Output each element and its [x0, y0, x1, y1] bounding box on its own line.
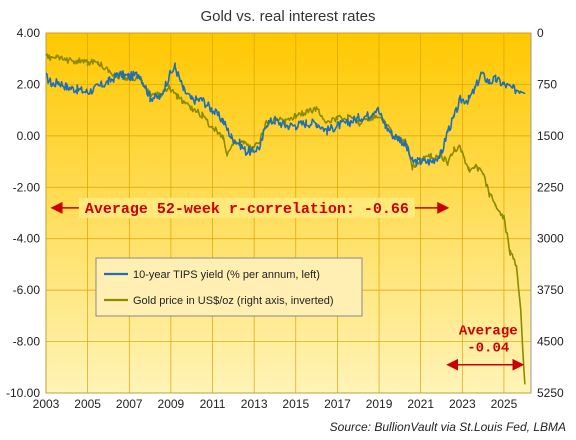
y-right-tick-label: 3750: [537, 283, 564, 297]
annotation-label: Average 52-week r-correlation: -0.66: [85, 201, 409, 218]
legend: 10-year TIPS yield (% per annum, left) G…: [95, 257, 363, 317]
x-tick-label: 2013: [241, 397, 268, 411]
chart-title: Gold vs. real interest rates: [200, 8, 375, 25]
x-tick-label: 2025: [491, 397, 518, 411]
y-left-tick-label: 0.00: [17, 129, 41, 143]
y-right-tick-label: 750: [537, 77, 557, 91]
y-left-tick-label: -10.00: [6, 386, 40, 400]
legend-box: [95, 257, 363, 317]
x-tick-label: 2019: [366, 397, 393, 411]
x-tick-label: 2003: [33, 397, 60, 411]
y-right-tick-label: 5250: [537, 386, 564, 400]
y-right-tick-label: 3000: [537, 232, 564, 246]
x-tick-label: 2005: [74, 397, 101, 411]
x-tick-label: 2015: [282, 397, 309, 411]
recent-annotation-line1: Average: [459, 324, 518, 340]
source-note: Source: BullionVault via St.Louis Fed, L…: [329, 420, 566, 434]
x-tick-label: 2007: [116, 397, 143, 411]
legend-label-tips: 10-year TIPS yield (% per annum, left): [133, 269, 320, 281]
recent-correlation-annotation: Average -0.04: [446, 324, 525, 371]
annotation-label-bg: [78, 197, 415, 218]
correlation-annotation: Average 52-week r-correlation: -0.66: [50, 197, 450, 218]
y-right-tick-label: 1500: [537, 129, 564, 143]
y-left-tick-label: -2.00: [13, 180, 41, 194]
x-tick-label: 2017: [324, 397, 351, 411]
x-tick-label: 2021: [407, 397, 434, 411]
x-tick-label: 2009: [158, 397, 185, 411]
legend-label-gold: Gold price in US$/oz (right axis, invert…: [133, 295, 334, 307]
series-group: [45, 53, 526, 385]
y-left-tick-label: 2.00: [17, 77, 41, 91]
x-tick-label: 2023: [449, 397, 476, 411]
y-right-tick-label: 2250: [537, 180, 564, 194]
y-right-tick-label: 0: [537, 26, 544, 40]
y-left-tick-label: 4.00: [17, 26, 41, 40]
x-tick-label: 2011: [200, 397, 226, 411]
y-right-tick-label: 4500: [537, 335, 564, 349]
y-left-tick-label: -6.00: [13, 283, 41, 297]
y-left-tick-label: -4.00: [13, 232, 41, 246]
series-line-tips-yield: [45, 62, 526, 167]
recent-annotation-line2: -0.04: [467, 341, 509, 357]
y-left-tick-label: -8.00: [13, 335, 41, 349]
tick-labels: 4.00 2.00 0.00 -2.00 -4.00 -6.00 -8.00 -10.00 0 7…: [6, 26, 564, 411]
